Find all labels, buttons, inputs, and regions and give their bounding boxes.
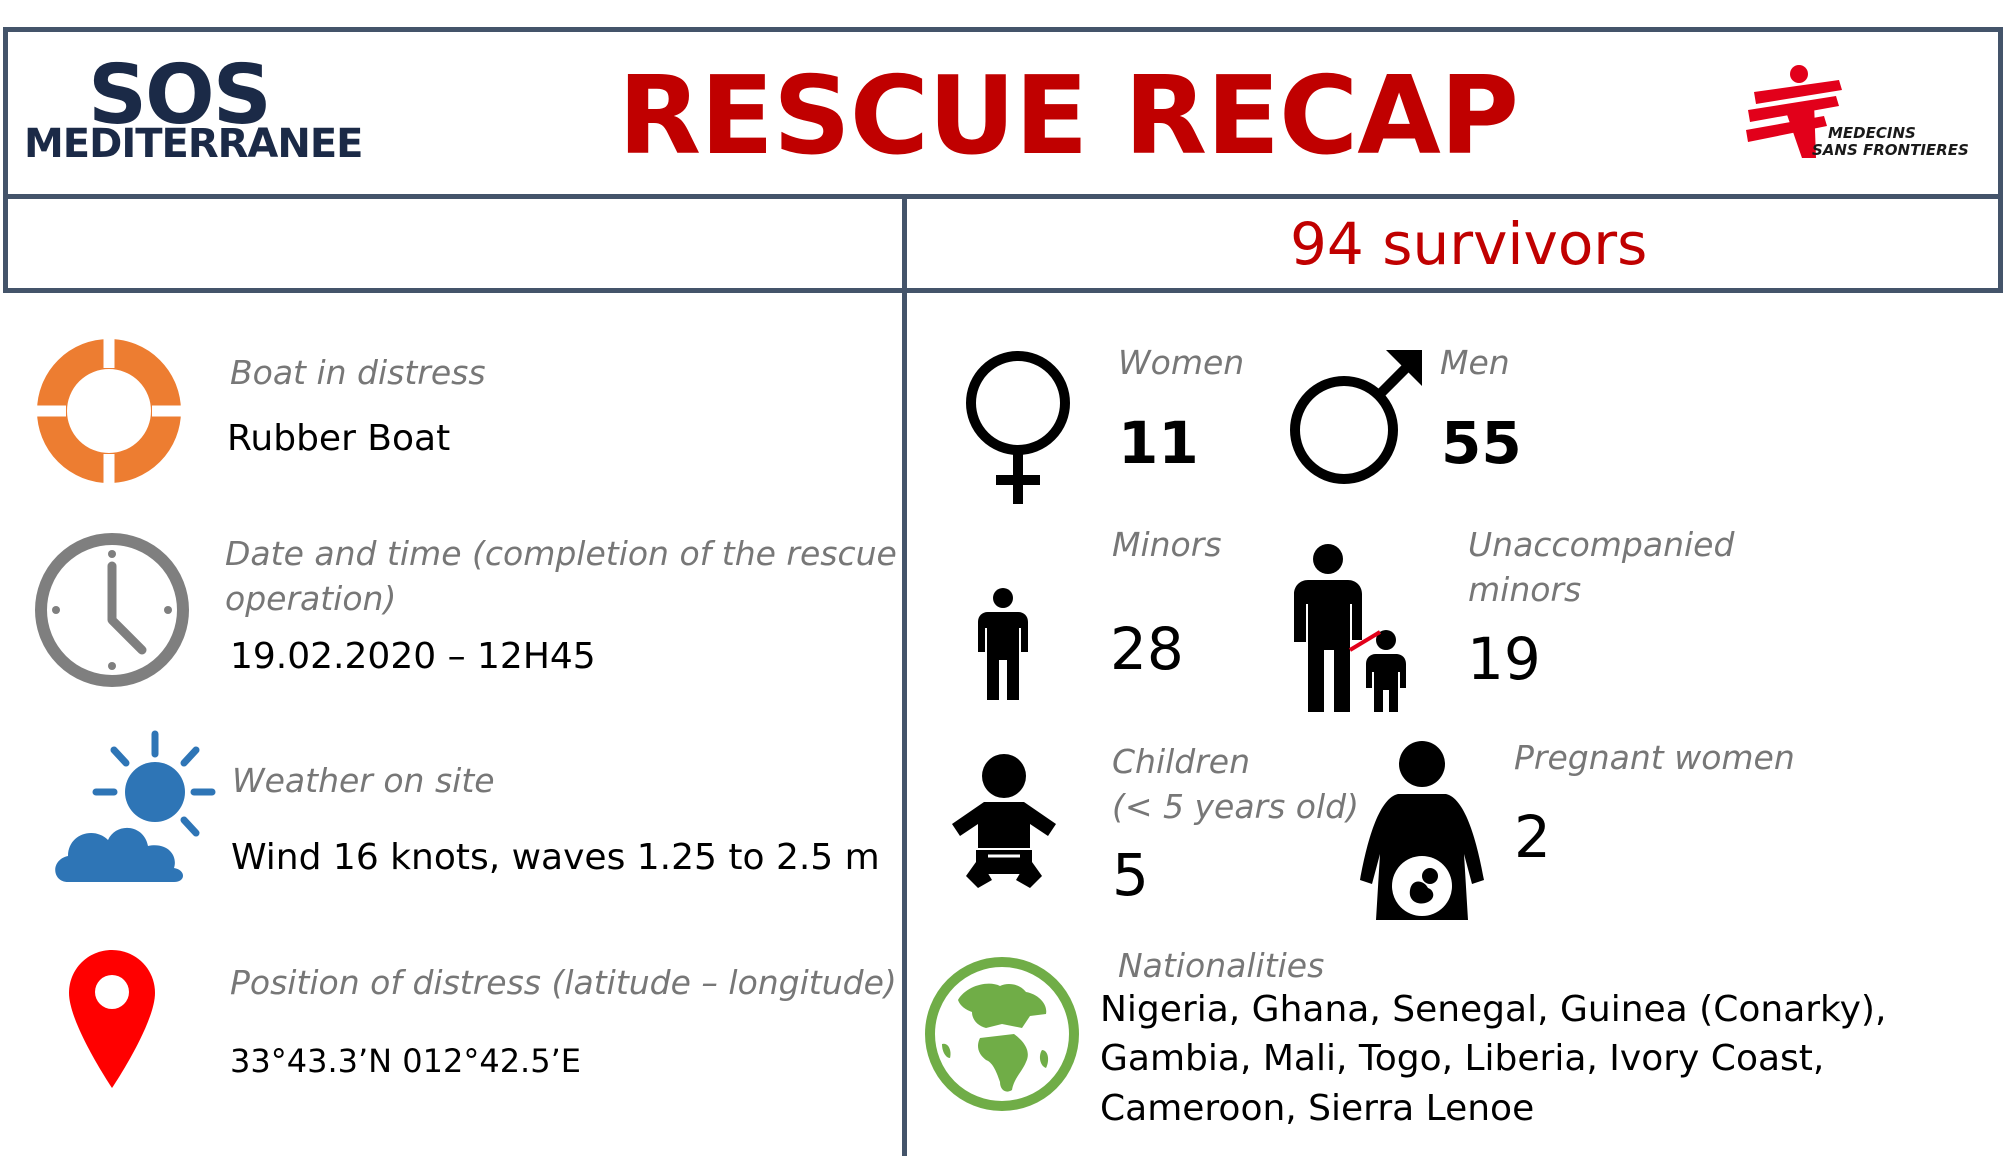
boat-value: Rubber Boat — [227, 418, 451, 459]
frame-right-border — [1998, 27, 2003, 293]
minors-value: 28 — [1110, 615, 1184, 683]
clock-icon — [35, 533, 189, 687]
boat-label: Boat in distress — [230, 353, 486, 392]
men-value: 55 — [1441, 409, 1522, 477]
pregnant-label: Pregnant women — [1514, 738, 1795, 777]
position-label: Position of distress (latitude – longitu… — [230, 963, 897, 1002]
lifebuoy-icon — [36, 338, 182, 484]
pregnant-value: 2 — [1514, 803, 1551, 871]
minors-label: Minors — [1112, 525, 1222, 564]
men-label: Men — [1440, 343, 1510, 382]
baby-icon — [952, 754, 1056, 888]
position-value: 33°43.3’N 012°42.5’E — [230, 1042, 581, 1080]
center-divider — [902, 194, 907, 1156]
nationalities-line2: Gambia, Mali, Togo, Liberia, Ivory Coast… — [1100, 1038, 1825, 1079]
weather-value: Wind 16 knots, waves 1.25 to 2.5 m — [231, 837, 880, 878]
globe-icon — [925, 957, 1079, 1111]
date-label-line1: Date and time (completion of the rescue — [225, 534, 897, 573]
page-title: RESCUE RECAP — [618, 54, 1519, 179]
frame-left-border — [3, 27, 8, 293]
date-label-line2: operation) — [225, 579, 397, 618]
women-value: 11 — [1118, 409, 1199, 477]
sos-logo-bottom: MEDITERRANEE — [24, 121, 364, 167]
date-value: 19.02.2020 – 12H45 — [230, 636, 596, 677]
msf-logo-line2: SANS FRONTIERES — [1812, 141, 1969, 159]
subheader-bottom-border — [3, 288, 2003, 293]
header-bottom-border — [3, 194, 2003, 199]
nationalities-line1: Nigeria, Ghana, Senegal, Guinea (Conarky… — [1100, 989, 1887, 1030]
children-label-line1: Children — [1112, 742, 1251, 781]
location-pin-icon — [69, 950, 155, 1088]
unaccompanied-label-line2: minors — [1468, 570, 1582, 609]
weather-icon — [47, 730, 216, 882]
children-label-line2: (< 5 years old) — [1112, 787, 1359, 826]
unaccompanied-minor-icon — [1294, 544, 1406, 712]
male-icon — [1290, 350, 1422, 484]
msf-running-man-icon — [1746, 65, 1842, 158]
nationalities-line3: Cameroon, Sierra Lenoe — [1100, 1088, 1535, 1129]
nationalities-label: Nationalities — [1118, 946, 1325, 985]
minor-icon — [978, 588, 1028, 700]
women-label: Women — [1118, 343, 1245, 382]
unaccompanied-label-line1: Unaccompanied — [1468, 525, 1735, 564]
weather-label: Weather on site — [232, 761, 495, 800]
frame-top-border — [3, 27, 2003, 32]
female-icon — [966, 351, 1070, 504]
children-value: 5 — [1112, 841, 1149, 909]
survivors-count: 94 survivors — [1290, 210, 1648, 278]
sos-logo-top: SOS — [88, 48, 272, 143]
unaccompanied-value: 19 — [1467, 625, 1541, 693]
msf-logo-line1: MEDECINS — [1828, 124, 1916, 142]
pregnant-woman-icon — [1360, 741, 1484, 920]
